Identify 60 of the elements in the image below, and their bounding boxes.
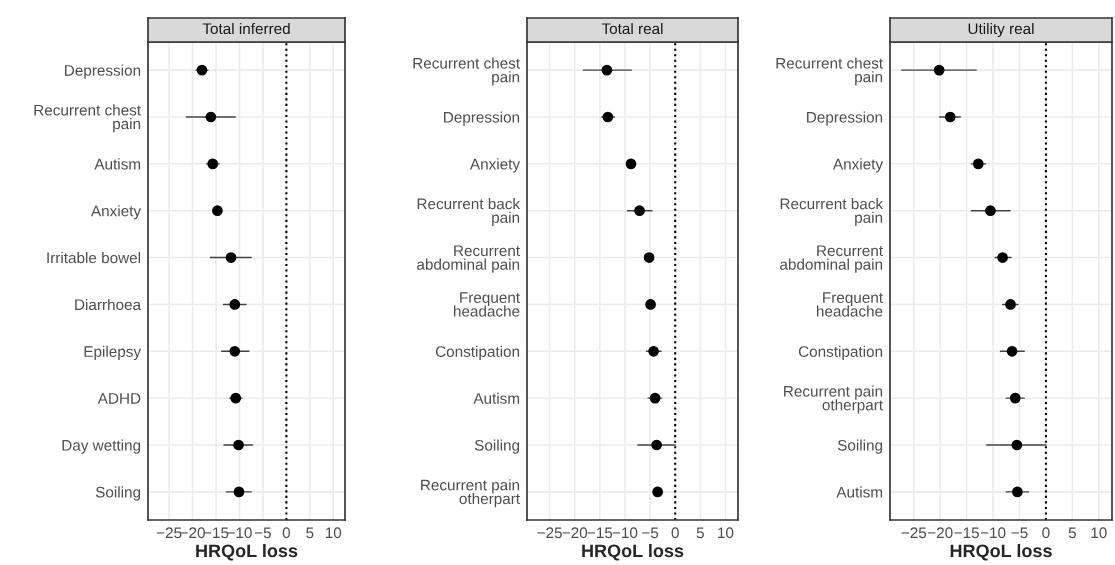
y-tick-label: Autism bbox=[473, 392, 520, 404]
y-tick-label: Recurrent back pain bbox=[780, 198, 884, 226]
y-tick-label: Frequent headache bbox=[817, 292, 883, 317]
x-tick-label: 10 bbox=[1091, 527, 1107, 539]
y-tick-label: Depression bbox=[444, 111, 520, 126]
x-axis-title: HRQoL loss bbox=[196, 543, 298, 561]
y-tick-label: Depression bbox=[807, 111, 883, 126]
y-tick-label: Recurrent chest pain bbox=[34, 104, 141, 133]
x-tick-label: −25 bbox=[901, 527, 927, 539]
y-tick-label: Recurrent chest pain bbox=[776, 57, 883, 86]
x-tick-label: 0 bbox=[671, 527, 679, 539]
x-tick-label: −10 bbox=[612, 527, 638, 539]
y-tick-label: Soiling bbox=[837, 439, 883, 454]
y-tick-label: Recurrent pain otherpart bbox=[421, 479, 520, 508]
x-tick-label: −25 bbox=[537, 527, 562, 539]
y-tick-label: Epilepsy bbox=[84, 345, 142, 360]
y-tick-label: Depression bbox=[65, 64, 141, 79]
y-tick-label: Constipation bbox=[435, 345, 520, 360]
y-tick-label: Recurrent chest pain bbox=[413, 57, 520, 86]
x-tick-label: −20 bbox=[562, 527, 588, 539]
y-tick-label: Diarrhoea bbox=[75, 298, 142, 311]
x-tick-label: 0 bbox=[282, 527, 291, 539]
x-axis-title: HRQoL loss bbox=[582, 543, 684, 561]
chart-title: Utility real bbox=[968, 22, 1034, 38]
chart-title: Total inferred bbox=[202, 22, 290, 35]
y-tick-label: Soiling bbox=[95, 486, 141, 501]
y-tick-label: Anxiety bbox=[832, 158, 884, 173]
y-tick-label: Anxiety bbox=[90, 205, 142, 220]
x-axis-title: HRQoL loss bbox=[950, 543, 1052, 561]
x-tick-label: 5 bbox=[1068, 527, 1076, 539]
y-tick-label: Constipation bbox=[798, 345, 883, 360]
y-tick-label: ADHD bbox=[97, 393, 141, 404]
y-tick-label: Autism bbox=[94, 158, 141, 170]
x-tick-label: −5 bbox=[642, 527, 659, 539]
x-tick-label: 10 bbox=[718, 527, 734, 539]
x-tick-label: −15 bbox=[203, 527, 229, 539]
chart-title: Total real bbox=[601, 22, 663, 35]
x-tick-label: −10 bbox=[227, 527, 252, 539]
x-tick-label: 10 bbox=[325, 527, 342, 539]
x-tick-label: −5 bbox=[254, 527, 271, 539]
x-tick-label: −15 bbox=[954, 527, 979, 539]
x-tick-label: 5 bbox=[306, 527, 314, 539]
y-tick-label: Irritable bowel bbox=[47, 252, 141, 264]
y-tick-label: Recurrent abdominal pain bbox=[417, 245, 520, 273]
y-tick-label: Autism bbox=[836, 486, 883, 498]
y-tick-label: Recurrent abdominal pain bbox=[780, 245, 883, 273]
x-tick-label: −25 bbox=[156, 527, 182, 539]
y-tick-label: Recurrent back pain bbox=[417, 198, 521, 226]
x-tick-label: −20 bbox=[180, 527, 205, 539]
x-tick-label: −15 bbox=[587, 527, 613, 539]
y-tick-label: Soiling bbox=[474, 439, 520, 454]
x-tick-label: 5 bbox=[696, 527, 704, 539]
x-tick-label: −20 bbox=[928, 527, 953, 539]
x-tick-label: −5 bbox=[1011, 527, 1028, 539]
y-tick-label: Anxiety bbox=[469, 158, 521, 173]
x-tick-label: −10 bbox=[980, 527, 1006, 539]
y-tick-label: Frequent headache bbox=[454, 292, 520, 317]
y-tick-label: Recurrent pain otherpart bbox=[784, 385, 883, 414]
x-tick-label: 0 bbox=[1042, 527, 1050, 539]
y-tick-label: Day wetting bbox=[62, 439, 141, 454]
